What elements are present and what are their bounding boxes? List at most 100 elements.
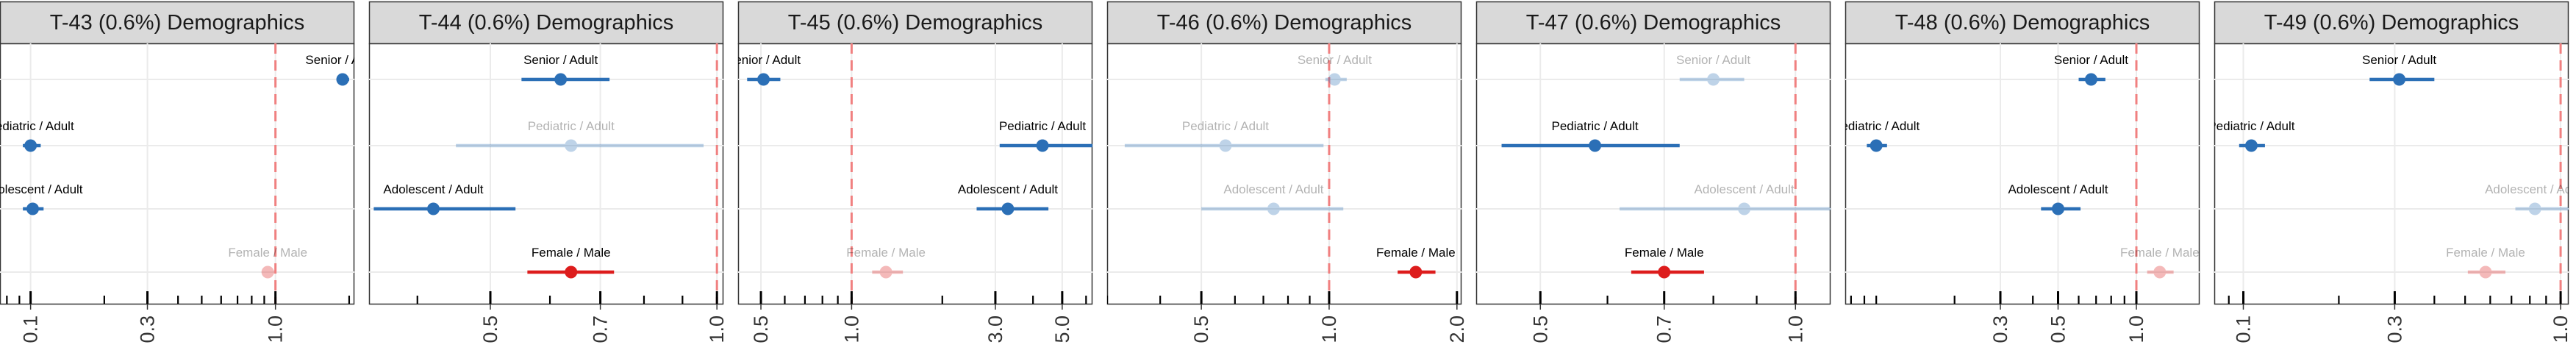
panel: T-44 (0.6%) Demographics Senior / Adult Pe… bbox=[368, 1, 728, 343]
plot-area bbox=[1475, 43, 1831, 305]
estimate-row: Female / Male bbox=[846, 246, 926, 279]
plot-contents: Senior / Adult Pediatric / Adult Adolescen… bbox=[0, 43, 379, 304]
tick-label: 0.1 bbox=[2232, 315, 2254, 343]
tick-label: 5.0 bbox=[1051, 315, 1073, 343]
estimate-row: Pediatric / Adult bbox=[2208, 119, 2295, 152]
estimate-row: Female / Male bbox=[1625, 246, 1704, 279]
estimate-row: Pediatric / Adult bbox=[1124, 119, 1324, 152]
tick-label: 0.5 bbox=[750, 315, 772, 343]
estimate-label: Senior / Adult bbox=[2054, 53, 2128, 67]
panel: T-49 (0.6%) Demographics Senior / Adult Pe… bbox=[2208, 1, 2576, 343]
estimate-row: Adolescent / Adult bbox=[1619, 182, 1831, 215]
tick-label: 1.0 bbox=[2550, 315, 2572, 343]
panel-strip bbox=[368, 1, 724, 45]
panel-strip bbox=[1106, 1, 1462, 45]
estimate-point bbox=[1001, 202, 1015, 215]
panel-strip bbox=[737, 1, 1093, 45]
plot-contents: Senior / Adult Pediatric / Adult Adolescen… bbox=[2208, 43, 2576, 304]
estimate-label: Female / Male bbox=[228, 246, 307, 260]
panel-title: T-45 (0.6%) Demographics bbox=[788, 11, 1043, 35]
tick-label: 0.7 bbox=[590, 315, 612, 343]
estimate-row: Adolescent / Adult bbox=[1201, 182, 1344, 215]
tick-label: 1.0 bbox=[840, 315, 862, 343]
panel-title: T-43 (0.6%) Demographics bbox=[50, 11, 305, 35]
estimate-point bbox=[1328, 73, 1341, 86]
estimate-label: Pediatric / Adult bbox=[2208, 119, 2294, 133]
estimate-label: Pediatric / Adult bbox=[1182, 119, 1269, 133]
panel-title: T-47 (0.6%) Demographics bbox=[1526, 11, 1781, 35]
estimate-row: Adolescent / Adult bbox=[2008, 182, 2108, 215]
estimate-label: Pediatric / Adult bbox=[0, 119, 74, 133]
estimate-point bbox=[1707, 73, 1720, 86]
estimate-point bbox=[1036, 139, 1049, 152]
estimate-label: Adolescent / Adult bbox=[1695, 182, 1795, 196]
estimate-label: Senior / Adult bbox=[305, 53, 379, 67]
tick-label: 0.5 bbox=[1190, 315, 1212, 343]
tick-label: 1.0 bbox=[1784, 315, 1806, 343]
estimate-row: Pediatric / Adult bbox=[1501, 119, 1680, 152]
estimate-point bbox=[1658, 265, 1671, 279]
estimate-point bbox=[565, 265, 578, 279]
tick-label: 0.3 bbox=[137, 315, 159, 343]
panel: T-47 (0.6%) Demographics Senior / Adult Pe… bbox=[1475, 1, 1831, 343]
panel-strip bbox=[1845, 1, 2200, 45]
panel: T-43 (0.6%) Demographics Senior / Adult Pe… bbox=[0, 1, 379, 343]
panel-strip bbox=[1475, 1, 1831, 45]
tick-label: 2.0 bbox=[1446, 315, 1468, 343]
estimate-point bbox=[2479, 265, 2492, 279]
estimate-label: Adolescent / Adult bbox=[958, 182, 1058, 196]
estimate-row: Pediatric / Adult bbox=[1845, 119, 1920, 152]
estimate-label: Female / Male bbox=[2446, 246, 2525, 260]
estimate-point bbox=[2393, 73, 2406, 86]
estimate-point bbox=[757, 73, 770, 86]
estimate-row: Senior / Adult bbox=[1676, 53, 1750, 86]
plot-area bbox=[1845, 43, 2200, 305]
estimate-label: Adolescent / Adult bbox=[2485, 182, 2576, 196]
panel-title: T-49 (0.6%) Demographics bbox=[2264, 11, 2519, 35]
estimate-row: Female / Male bbox=[1376, 246, 1456, 279]
panel-title: T-48 (0.6%) Demographics bbox=[1895, 11, 2150, 35]
estimate-label: Female / Male bbox=[846, 246, 926, 260]
panel-strip bbox=[0, 1, 355, 45]
estimate-label: Female / Male bbox=[1376, 246, 1456, 260]
estimate-label: Female / Male bbox=[1625, 246, 1704, 260]
plot-contents: Senior / Adult Pediatric / Adult Adolescen… bbox=[369, 43, 723, 304]
estimate-row: Pediatric / Adult bbox=[999, 119, 1092, 152]
estimate-label: Senior / Adult bbox=[726, 53, 801, 67]
plot-area bbox=[2214, 43, 2569, 305]
estimate-row: Female / Male bbox=[2120, 246, 2200, 279]
estimate-label: Senior / Adult bbox=[1298, 53, 1372, 67]
estimate-point bbox=[1219, 139, 1232, 152]
tick-label: 3.0 bbox=[984, 315, 1006, 343]
estimate-point bbox=[565, 139, 578, 152]
estimate-label: Adolescent / Adult bbox=[2008, 182, 2108, 196]
plot-area bbox=[368, 43, 724, 305]
tick-label: 0.5 bbox=[2047, 315, 2069, 343]
plot-contents: Senior / Adult Pediatric / Adult Adolescen… bbox=[1476, 43, 1831, 304]
estimate-row: Adolescent / Adult bbox=[2485, 182, 2576, 215]
estimate-point bbox=[26, 202, 39, 215]
panel-title: T-44 (0.6%) Demographics bbox=[419, 11, 674, 35]
estimate-row: Adolescent / Adult bbox=[373, 182, 516, 215]
tick-label: 0.7 bbox=[1653, 315, 1675, 343]
tick-label: 0.3 bbox=[1989, 315, 2011, 343]
estimate-label: Female / Male bbox=[2120, 246, 2200, 260]
estimate-label: Pediatric / Adult bbox=[999, 119, 1086, 133]
estimate-row: Female / Male bbox=[527, 246, 615, 279]
estimate-label: Senior / Adult bbox=[1676, 53, 1750, 67]
estimate-point bbox=[2051, 202, 2064, 215]
estimate-point bbox=[2528, 202, 2541, 215]
estimate-row: Pediatric / Adult bbox=[0, 119, 74, 152]
estimate-point bbox=[1589, 139, 1602, 152]
estimate-point bbox=[2153, 265, 2167, 279]
plot-area bbox=[0, 43, 355, 305]
estimate-row: Senior / Adult bbox=[305, 53, 379, 86]
panel: T-46 (0.6%) Demographics Senior / Adult Pe… bbox=[1106, 1, 1468, 343]
estimate-label: Senior / Adult bbox=[2362, 53, 2436, 67]
estimate-point bbox=[2244, 139, 2258, 152]
estimate-row: Senior / Adult bbox=[2362, 53, 2436, 86]
tick-label: 1.0 bbox=[2125, 315, 2147, 343]
tick-label: 1.0 bbox=[1318, 315, 1340, 343]
estimate-point bbox=[1870, 139, 1883, 152]
